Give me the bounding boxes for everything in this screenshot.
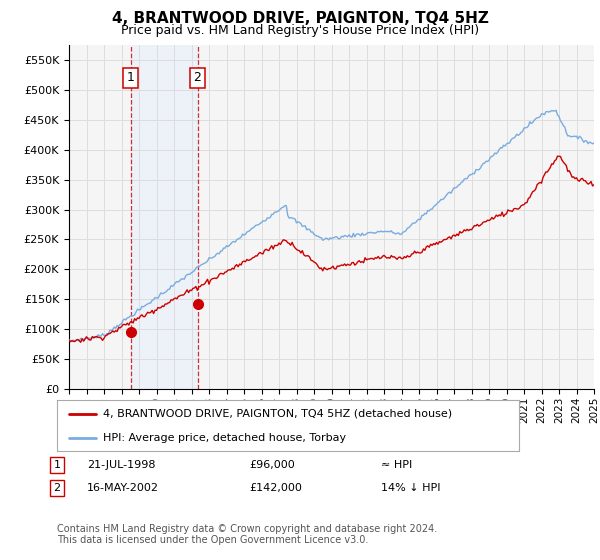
Text: 1: 1 [53,460,61,470]
Text: 4, BRANTWOOD DRIVE, PAIGNTON, TQ4 5HZ (detached house): 4, BRANTWOOD DRIVE, PAIGNTON, TQ4 5HZ (d… [103,408,452,418]
Text: 2: 2 [53,483,61,493]
Text: ≈ HPI: ≈ HPI [381,460,412,470]
Text: £96,000: £96,000 [249,460,295,470]
Bar [131,45,198,389]
Text: 1: 1 [127,71,134,84]
Text: Contains HM Land Registry data © Crown copyright and database right 2024.
This d: Contains HM Land Registry data © Crown c… [57,524,437,545]
Text: Price paid vs. HM Land Registry's House Price Index (HPI): Price paid vs. HM Land Registry's House … [121,24,479,37]
Text: 2: 2 [193,71,201,84]
Text: £142,000: £142,000 [249,483,302,493]
Text: 16-MAY-2002: 16-MAY-2002 [87,483,159,493]
Text: 14% ↓ HPI: 14% ↓ HPI [381,483,440,493]
Text: 4, BRANTWOOD DRIVE, PAIGNTON, TQ4 5HZ: 4, BRANTWOOD DRIVE, PAIGNTON, TQ4 5HZ [112,11,488,26]
Text: HPI: Average price, detached house, Torbay: HPI: Average price, detached house, Torb… [103,433,346,443]
Text: 21-JUL-1998: 21-JUL-1998 [87,460,155,470]
